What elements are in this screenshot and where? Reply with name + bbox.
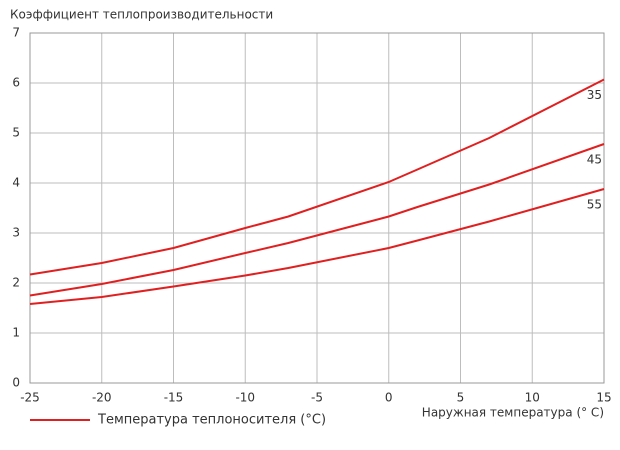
y-tick-label: 6 (12, 76, 20, 90)
plot-frame (29, 32, 605, 384)
x-tick-label: 0 (385, 391, 393, 405)
chart-title: Коэффициент теплопроизводительности (10, 8, 273, 22)
line (29, 78, 605, 276)
x-tick-label: -20 (92, 391, 112, 405)
legend-label: Температура теплоносителя (°C) (97, 413, 326, 428)
y-tick-label: 0 (12, 376, 20, 390)
x-tick-label: 10 (525, 391, 540, 405)
y-tick-label: 2 (12, 276, 20, 290)
line (29, 188, 605, 305)
y-tick-label: 1 (12, 326, 20, 340)
x-tick-label: -25 (20, 391, 40, 405)
x-tick-label: -15 (164, 391, 184, 405)
x-tick-label: -5 (311, 391, 323, 405)
x-tick-label: 15 (596, 391, 611, 405)
series-label: 35 (587, 88, 602, 102)
y-tick-label: 3 (12, 226, 20, 240)
y-tick-label: 5 (12, 126, 20, 140)
series-label: 45 (587, 153, 602, 167)
x-tick-label: -10 (235, 391, 255, 405)
line (29, 143, 605, 297)
y-tick-label: 4 (12, 176, 20, 190)
series-label: 55 (587, 198, 602, 212)
x-axis-label: Наружная температура (° C) (422, 406, 604, 420)
x-tick-label: 5 (457, 391, 465, 405)
y-tick-label: 7 (12, 26, 20, 40)
